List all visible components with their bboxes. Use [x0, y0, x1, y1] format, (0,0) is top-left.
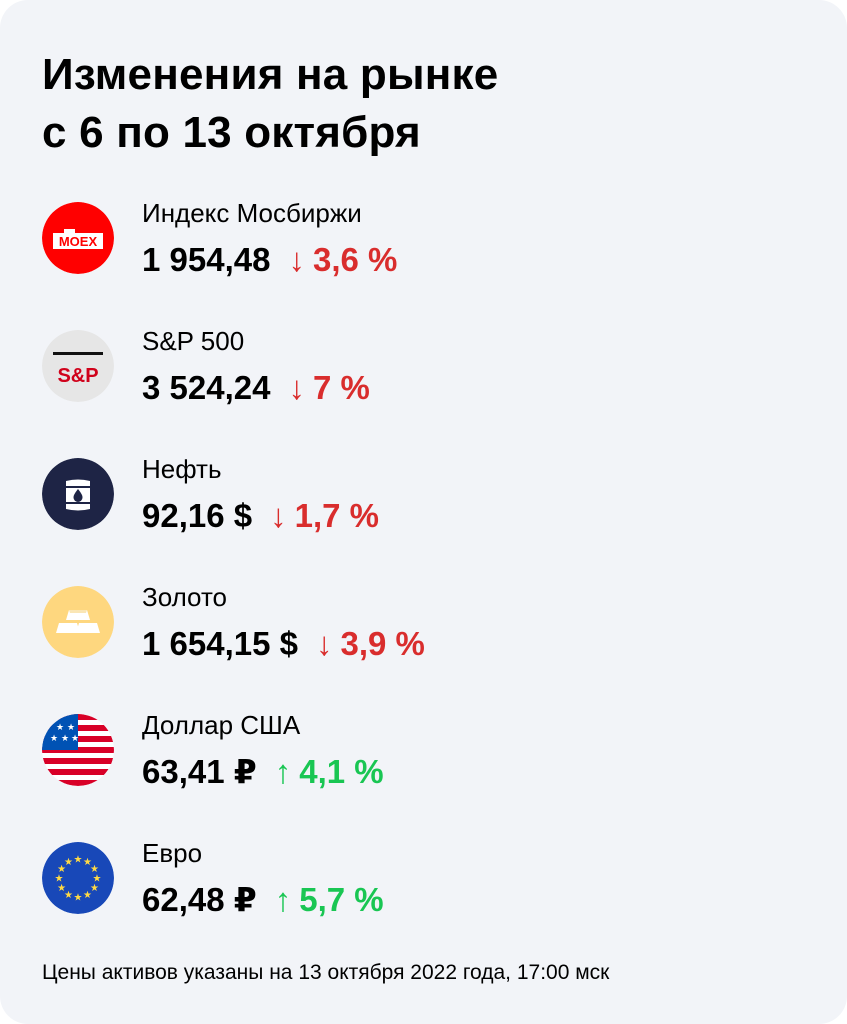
- svg-text:MOEX: MOEX: [59, 234, 98, 249]
- asset-values: 92,16 $ ↓ 1,7 %: [142, 496, 379, 536]
- eu-star-icon: ★: [83, 857, 92, 868]
- asset-change: 7 %: [312, 369, 370, 406]
- eu-star-icon: ★: [74, 855, 83, 866]
- svg-text:★: ★: [50, 734, 58, 744]
- arrow-down-icon: ↓: [315, 625, 333, 662]
- asset-values: 62,48 ₽ ↑ 5,7 %: [142, 880, 384, 920]
- svg-text:★: ★: [61, 734, 69, 744]
- asset-change: 5,7 %: [299, 881, 384, 918]
- moex-logo-icon: MOEX: [42, 202, 114, 274]
- asset-price: 1 954,48: [142, 241, 271, 278]
- asset-name: Доллар США: [142, 710, 301, 740]
- asset-change: 1,7 %: [294, 497, 379, 534]
- asset-price: 63,41 ₽: [142, 753, 257, 790]
- eu-star-icon: ★: [90, 864, 99, 875]
- eu-star-icon: ★: [57, 864, 66, 875]
- asset-change: 3,6 %: [312, 241, 398, 278]
- asset-values: 1 654,15 $ ↓ 3,9 %: [142, 624, 425, 664]
- eu-star-icon: ★: [74, 893, 83, 904]
- us-flag-icon: ★ ★ ★ ★ ★: [42, 714, 114, 786]
- arrow-down-icon: ↓: [288, 241, 305, 278]
- eu-star-icon: ★: [64, 857, 73, 868]
- svg-text:★: ★: [71, 734, 79, 744]
- asset-values: 3 524,24 ↓ 7 %: [142, 368, 370, 408]
- asset-sp500: S&P S&P 500 3 524,24 ↓ 7 %: [42, 326, 802, 416]
- gold-bar-icon: [42, 586, 114, 658]
- asset-oil: Нефть 92,16 $ ↓ 1,7 %: [42, 454, 802, 544]
- asset-name: Золото: [142, 582, 228, 612]
- asset-usd: ★ ★ ★ ★ ★ Доллар США 63,41 ₽ ↑ 4,1 %: [42, 710, 802, 800]
- sp-logo-icon: S&P: [42, 330, 114, 402]
- asset-gold: Золото 1 654,15 $ ↓ 3,9 %: [42, 582, 802, 672]
- asset-name: S&P 500: [142, 326, 245, 356]
- asset-values: 1 954,48 ↓ 3,6 %: [142, 240, 397, 280]
- eu-star-icon: ★: [90, 883, 99, 894]
- arrow-down-icon: ↓: [288, 369, 305, 406]
- oil-barrel-icon: [42, 458, 114, 530]
- arrow-up-icon: ↑: [274, 753, 292, 790]
- asset-change: 4,1 %: [299, 753, 384, 790]
- eu-star-icon: ★: [57, 883, 66, 894]
- svg-text:S&P: S&P: [57, 365, 98, 387]
- eu-star-icon: ★: [93, 874, 102, 885]
- svg-text:★: ★: [56, 723, 64, 733]
- asset-name: Нефть: [142, 454, 222, 484]
- asset-price: 3 524,24: [142, 369, 271, 406]
- eu-flag-icon: ★ ★ ★ ★ ★ ★ ★ ★ ★ ★ ★ ★: [42, 842, 114, 914]
- svg-text:★: ★: [67, 723, 75, 733]
- eu-star-icon: ★: [64, 890, 73, 901]
- footnote: Цены активов указаны на 13 октября 2022 …: [42, 961, 610, 984]
- page-title: Изменения на рынке с 6 по 13 октября: [42, 46, 498, 162]
- asset-name: Индекс Мосбиржи: [142, 198, 362, 228]
- title-line-2: с 6 по 13 октября: [42, 108, 421, 157]
- asset-price: 1 654,15 $: [142, 625, 298, 662]
- asset-name: Евро: [142, 838, 203, 868]
- asset-change: 3,9 %: [340, 625, 425, 662]
- asset-price: 92,16 $: [142, 497, 253, 534]
- eu-star-icon: ★: [55, 874, 64, 885]
- title-line-1: Изменения на рынке: [42, 50, 499, 99]
- arrow-down-icon: ↓: [270, 497, 287, 534]
- eu-star-icon: ★: [83, 890, 92, 901]
- asset-eur: ★ ★ ★ ★ ★ ★ ★ ★ ★ ★ ★ ★ Евро 62,48 ₽ ↑ 5,7 %: [42, 838, 802, 928]
- asset-price: 62,48 ₽: [142, 881, 257, 918]
- asset-values: 63,41 ₽ ↑ 4,1 %: [142, 752, 384, 792]
- asset-moex: MOEX Индекс Мосбиржи 1 954,48 ↓ 3,6 %: [42, 198, 802, 288]
- arrow-up-icon: ↑: [274, 881, 292, 918]
